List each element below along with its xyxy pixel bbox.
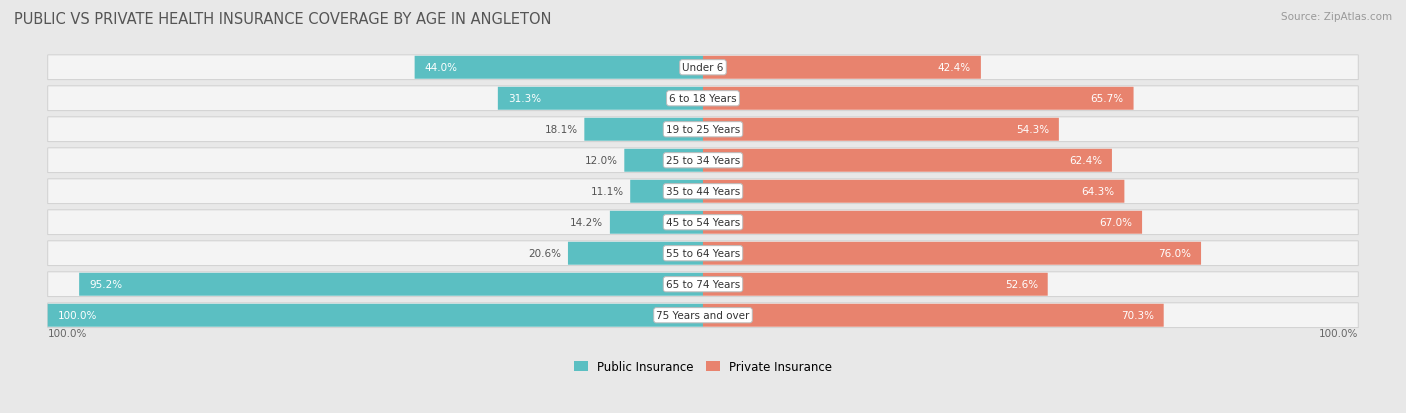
Text: 31.3%: 31.3% bbox=[508, 94, 541, 104]
Text: 65.7%: 65.7% bbox=[1091, 94, 1123, 104]
Text: 100.0%: 100.0% bbox=[48, 328, 87, 338]
Text: 18.1%: 18.1% bbox=[544, 125, 578, 135]
FancyBboxPatch shape bbox=[703, 273, 1047, 296]
Text: 62.4%: 62.4% bbox=[1069, 156, 1102, 166]
Text: 52.6%: 52.6% bbox=[1005, 280, 1038, 290]
FancyBboxPatch shape bbox=[630, 180, 703, 203]
FancyBboxPatch shape bbox=[48, 56, 1358, 81]
FancyBboxPatch shape bbox=[703, 150, 1112, 172]
Text: Under 6: Under 6 bbox=[682, 63, 724, 73]
Text: 54.3%: 54.3% bbox=[1017, 125, 1049, 135]
Text: 25 to 34 Years: 25 to 34 Years bbox=[666, 156, 740, 166]
Text: 76.0%: 76.0% bbox=[1159, 249, 1191, 259]
FancyBboxPatch shape bbox=[703, 180, 1125, 203]
Text: 45 to 54 Years: 45 to 54 Years bbox=[666, 218, 740, 228]
Text: 95.2%: 95.2% bbox=[89, 280, 122, 290]
Text: 6 to 18 Years: 6 to 18 Years bbox=[669, 94, 737, 104]
FancyBboxPatch shape bbox=[48, 87, 1358, 112]
FancyBboxPatch shape bbox=[48, 149, 1358, 173]
FancyBboxPatch shape bbox=[703, 57, 981, 80]
Text: 100.0%: 100.0% bbox=[58, 311, 97, 320]
FancyBboxPatch shape bbox=[585, 119, 703, 141]
Text: 44.0%: 44.0% bbox=[425, 63, 457, 73]
Text: 19 to 25 Years: 19 to 25 Years bbox=[666, 125, 740, 135]
FancyBboxPatch shape bbox=[703, 242, 1201, 265]
Text: 12.0%: 12.0% bbox=[585, 156, 617, 166]
FancyBboxPatch shape bbox=[624, 150, 703, 172]
FancyBboxPatch shape bbox=[703, 304, 1164, 327]
FancyBboxPatch shape bbox=[48, 118, 1358, 142]
Text: PUBLIC VS PRIVATE HEALTH INSURANCE COVERAGE BY AGE IN ANGLETON: PUBLIC VS PRIVATE HEALTH INSURANCE COVER… bbox=[14, 12, 551, 27]
Legend: Public Insurance, Private Insurance: Public Insurance, Private Insurance bbox=[574, 360, 832, 373]
FancyBboxPatch shape bbox=[703, 211, 1142, 234]
FancyBboxPatch shape bbox=[498, 88, 703, 110]
Text: 64.3%: 64.3% bbox=[1081, 187, 1115, 197]
FancyBboxPatch shape bbox=[703, 119, 1059, 141]
Text: 14.2%: 14.2% bbox=[571, 218, 603, 228]
Text: 11.1%: 11.1% bbox=[591, 187, 624, 197]
Text: 42.4%: 42.4% bbox=[938, 63, 972, 73]
FancyBboxPatch shape bbox=[415, 57, 703, 80]
FancyBboxPatch shape bbox=[48, 241, 1358, 266]
Text: 70.3%: 70.3% bbox=[1121, 311, 1154, 320]
Text: 100.0%: 100.0% bbox=[1319, 328, 1358, 338]
Text: 65 to 74 Years: 65 to 74 Years bbox=[666, 280, 740, 290]
FancyBboxPatch shape bbox=[703, 88, 1133, 110]
Text: 55 to 64 Years: 55 to 64 Years bbox=[666, 249, 740, 259]
FancyBboxPatch shape bbox=[48, 303, 1358, 328]
FancyBboxPatch shape bbox=[48, 210, 1358, 235]
Text: 35 to 44 Years: 35 to 44 Years bbox=[666, 187, 740, 197]
FancyBboxPatch shape bbox=[48, 304, 703, 327]
Text: 20.6%: 20.6% bbox=[529, 249, 561, 259]
Text: 75 Years and over: 75 Years and over bbox=[657, 311, 749, 320]
Text: Source: ZipAtlas.com: Source: ZipAtlas.com bbox=[1281, 12, 1392, 22]
Text: 67.0%: 67.0% bbox=[1099, 218, 1132, 228]
FancyBboxPatch shape bbox=[610, 211, 703, 234]
FancyBboxPatch shape bbox=[79, 273, 703, 296]
FancyBboxPatch shape bbox=[48, 179, 1358, 204]
FancyBboxPatch shape bbox=[48, 272, 1358, 297]
FancyBboxPatch shape bbox=[568, 242, 703, 265]
